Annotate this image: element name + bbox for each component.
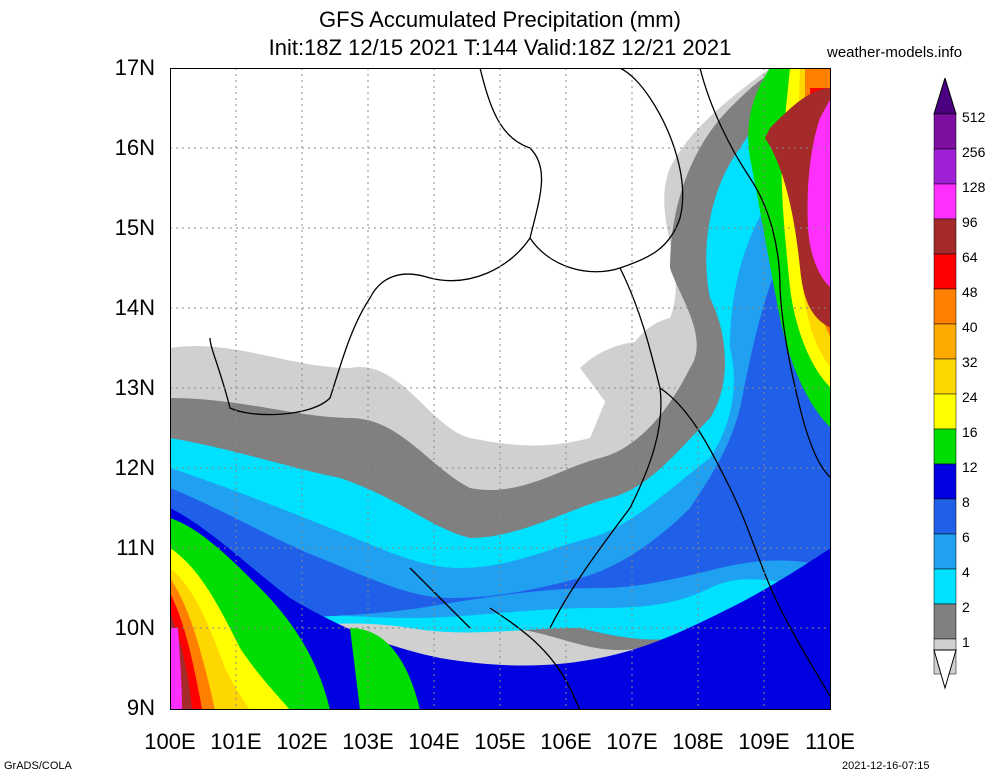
coastline-borders xyxy=(209,68,831,710)
y-label-10n: 10N xyxy=(114,615,155,640)
colorbar-swatch-16 xyxy=(933,428,957,465)
colorbar-swatch-12 xyxy=(933,463,957,500)
colorbar-label-24: 24 xyxy=(962,389,978,405)
colorbar-label-16: 16 xyxy=(962,424,978,440)
footer-left-label: GrADS/COLA xyxy=(4,760,72,772)
colorbar-swatch-8 xyxy=(933,498,957,535)
colorbar-label-96: 96 xyxy=(962,214,978,230)
colorbar-label-128: 128 xyxy=(962,179,986,195)
y-label-17n: 17N xyxy=(114,55,155,80)
colorbar-label-64: 64 xyxy=(962,249,978,265)
y-label-15n: 15N xyxy=(114,215,155,240)
colorbar-label-4: 4 xyxy=(962,564,970,580)
chart-title-line2: Init:18Z 12/15 2021 T:144 Valid:18Z 12/2… xyxy=(268,35,732,60)
chart-title-line1: GFS Accumulated Precipitation (mm) xyxy=(319,7,681,32)
colorbar-swatch-4 xyxy=(933,568,957,605)
colorbar-label-32: 32 xyxy=(962,354,978,370)
colorbar-swatch-128 xyxy=(933,183,957,220)
colorbar-swatch-96 xyxy=(933,218,957,255)
precip-layer-128mm xyxy=(170,98,831,710)
y-label-12n: 12N xyxy=(114,455,155,480)
x-label-107e: 107E xyxy=(606,729,658,754)
colorbar-label-12: 12 xyxy=(962,459,978,475)
y-label-14n: 14N xyxy=(114,295,155,320)
colorbar-swatch-2 xyxy=(933,603,957,640)
x-label-110e: 110E xyxy=(805,729,855,754)
colorbar-swatch-256 xyxy=(933,148,957,185)
lat-lon-grid xyxy=(170,68,831,710)
colorbar-swatch-64 xyxy=(933,253,957,290)
y-label-16n: 16N xyxy=(114,135,155,160)
x-label-109e: 109E xyxy=(738,729,790,754)
colorbar-swatch-512 xyxy=(933,113,957,150)
colorbar-swatch-40 xyxy=(933,323,957,360)
credit-label: weather-models.info xyxy=(827,44,963,61)
colorbar-label-40: 40 xyxy=(962,319,978,335)
colorbar-label-1: 1 xyxy=(962,634,970,650)
x-label-108e: 108E xyxy=(672,729,724,754)
colorbar-swatch-24 xyxy=(933,393,957,430)
y-label-11n: 11N xyxy=(116,535,155,560)
x-label-102e: 102E xyxy=(276,729,328,754)
colorbar-swatch-48 xyxy=(933,288,957,325)
x-label-104e: 104E xyxy=(408,729,460,754)
x-label-103e: 103E xyxy=(342,729,394,754)
colorbar-label-48: 48 xyxy=(962,284,978,300)
colorbar xyxy=(933,78,957,690)
colorbar-swatches xyxy=(933,113,957,675)
x-label-100e: 100E xyxy=(144,729,196,754)
colorbar-label-2: 2 xyxy=(962,599,970,615)
colorbar-label-8: 8 xyxy=(962,494,970,510)
footer-timestamp: 2021-12-16-07:15 xyxy=(842,760,930,772)
x-label-101e: 101E xyxy=(210,729,262,754)
precipitation-map xyxy=(170,68,831,710)
x-label-106e: 106E xyxy=(540,729,592,754)
colorbar-label-6: 6 xyxy=(962,529,970,545)
colorbar-swatch-6 xyxy=(933,533,957,570)
colorbar-label-256: 256 xyxy=(962,144,986,160)
y-label-9n: 9N xyxy=(126,695,155,720)
y-label-13n: 13N xyxy=(114,375,155,400)
colorbar-swatch-32 xyxy=(933,358,957,395)
colorbar-bottom-arrow xyxy=(933,649,957,690)
colorbar-label-512: 512 xyxy=(962,109,986,125)
colorbar-top-arrow xyxy=(933,78,957,115)
x-label-105e: 105E xyxy=(474,729,526,754)
